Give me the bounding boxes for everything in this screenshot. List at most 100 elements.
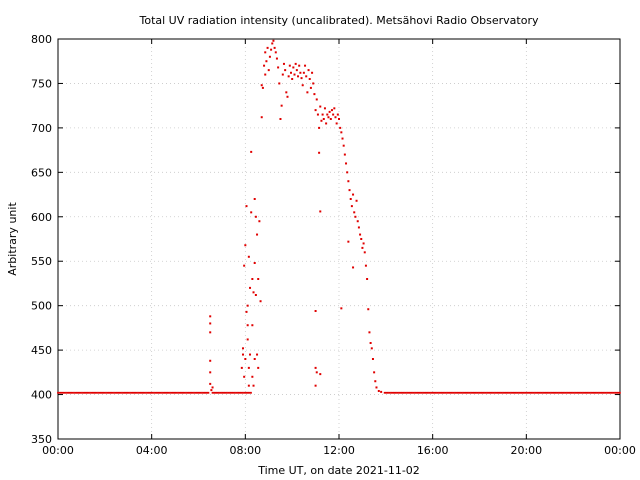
- data-point: [332, 113, 335, 116]
- data-point: [284, 69, 287, 72]
- baseline-point: [230, 391, 233, 394]
- baseline-point: [463, 391, 466, 394]
- data-point: [363, 251, 366, 254]
- baseline-point: [214, 391, 217, 394]
- baseline-point: [170, 391, 173, 394]
- x-tick-label: 12:00: [323, 444, 355, 457]
- data-point: [319, 373, 322, 376]
- baseline-point: [586, 391, 589, 394]
- baseline-point: [575, 391, 578, 394]
- baseline-point: [68, 391, 71, 394]
- data-point: [247, 384, 250, 387]
- data-point: [314, 310, 317, 312]
- baseline-point: [229, 391, 232, 394]
- baseline-point: [466, 391, 469, 394]
- baseline-point: [553, 391, 556, 394]
- baseline-point: [130, 391, 133, 394]
- data-point: [274, 51, 277, 54]
- baseline-point: [156, 391, 159, 394]
- baseline-point: [449, 391, 452, 394]
- data-point: [335, 122, 338, 125]
- data-point: [291, 78, 294, 80]
- baseline-point: [232, 391, 235, 394]
- baseline-point: [185, 391, 187, 394]
- baseline-point: [84, 391, 87, 394]
- y-tick-label: 450: [31, 344, 52, 357]
- chart-title: Total UV radiation intensity (uncalibrat…: [139, 14, 539, 27]
- data-point: [240, 366, 243, 369]
- baseline-point: [426, 391, 429, 394]
- baseline-point: [89, 391, 91, 394]
- data-point: [245, 310, 248, 313]
- data-point: [341, 137, 344, 140]
- baseline-point: [609, 391, 612, 394]
- data-point: [368, 331, 371, 334]
- baseline-point: [219, 391, 222, 394]
- baseline-point: [201, 391, 203, 394]
- data-point: [340, 131, 343, 134]
- data-point: [253, 358, 256, 360]
- data-point: [282, 62, 285, 65]
- baseline-point: [205, 391, 208, 394]
- baseline-point: [428, 391, 431, 394]
- baseline-point: [606, 391, 608, 394]
- baseline-point: [410, 391, 413, 394]
- data-point: [304, 64, 307, 67]
- y-tick-label: 800: [31, 33, 52, 46]
- baseline-point: [444, 391, 447, 394]
- baseline-point: [58, 391, 61, 394]
- data-point: [323, 107, 326, 110]
- baseline-point: [169, 391, 171, 394]
- baseline-point: [470, 391, 472, 394]
- data-point: [292, 66, 295, 69]
- data-point: [243, 375, 246, 378]
- baseline-point: [438, 391, 440, 394]
- baseline-point: [69, 391, 72, 394]
- baseline-point: [77, 391, 80, 394]
- baseline-point: [447, 391, 450, 394]
- data-point: [251, 278, 254, 280]
- baseline-point: [245, 391, 248, 394]
- baseline-point: [196, 391, 199, 394]
- baseline-point: [243, 391, 246, 394]
- baseline-point: [71, 391, 74, 394]
- data-point: [354, 215, 357, 218]
- data-point: [329, 118, 332, 120]
- data-point: [348, 189, 351, 192]
- y-tick-label: 550: [31, 255, 52, 268]
- data-point: [245, 205, 248, 208]
- data-point: [305, 75, 308, 78]
- baseline-point: [618, 391, 621, 394]
- baseline-point: [396, 391, 399, 394]
- baseline-point: [551, 391, 554, 394]
- data-point: [267, 69, 270, 72]
- baseline-point: [458, 391, 461, 394]
- baseline-point: [148, 391, 151, 394]
- baseline-point: [237, 391, 240, 394]
- baseline-point: [141, 391, 144, 394]
- data-point: [258, 220, 261, 223]
- baseline-point: [140, 391, 143, 394]
- data-point: [247, 255, 250, 258]
- baseline-point: [135, 391, 138, 394]
- data-point: [356, 220, 359, 223]
- baseline-point: [177, 391, 179, 394]
- baseline-point: [527, 391, 530, 394]
- data-point: [257, 366, 260, 369]
- baseline-point: [418, 391, 421, 394]
- baseline-point: [194, 391, 197, 394]
- baseline-point: [181, 391, 184, 394]
- baseline-point: [614, 391, 616, 394]
- baseline-point: [73, 391, 75, 394]
- data-point: [370, 347, 373, 350]
- baseline-point: [513, 391, 516, 394]
- data-point: [244, 358, 247, 360]
- data-point: [252, 384, 255, 387]
- baseline-point: [607, 391, 610, 394]
- axis-ticks: 00:00 04:00 08:00 12:00 16:00 20:00 00:0035040…: [31, 33, 636, 457]
- baseline-point: [399, 391, 402, 394]
- x-tick-label: 20:00: [510, 444, 542, 457]
- baseline-point: [178, 391, 181, 394]
- baseline-point: [510, 391, 512, 394]
- data-point: [327, 116, 330, 119]
